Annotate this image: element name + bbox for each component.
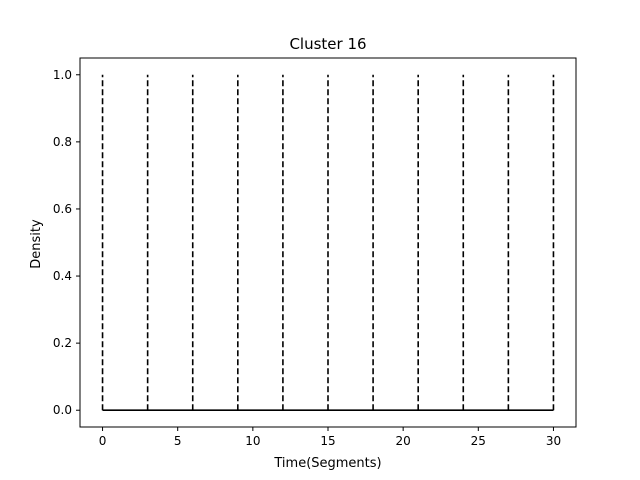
y-tick-label-0: 0.0 — [53, 403, 72, 417]
x-axis-label: Time(Segments) — [273, 456, 381, 471]
x-tick-label-5: 25 — [471, 434, 486, 448]
y-tick-label-3: 0.6 — [53, 202, 72, 216]
y-tick-label-4: 0.8 — [53, 135, 72, 149]
x-tick-label-4: 20 — [396, 434, 411, 448]
y-axis-ticks: 0.0 0.2 0.4 0.6 0.8 1.0 — [53, 68, 80, 417]
x-axis-ticks: 0 5 10 15 20 25 30 — [99, 427, 561, 448]
y-tick-label-2: 0.4 — [53, 269, 72, 283]
y-tick-label-5: 1.0 — [53, 68, 72, 82]
x-tick-label-1: 5 — [174, 434, 182, 448]
chart-title: Cluster 16 — [289, 35, 366, 53]
y-axis-label: Density — [29, 219, 44, 269]
x-tick-label-2: 10 — [245, 434, 260, 448]
x-tick-label-0: 0 — [99, 434, 107, 448]
y-tick-label-1: 0.2 — [53, 336, 72, 350]
x-tick-label-6: 30 — [546, 434, 561, 448]
x-tick-label-3: 15 — [320, 434, 335, 448]
chart-marks — [101, 74, 555, 412]
